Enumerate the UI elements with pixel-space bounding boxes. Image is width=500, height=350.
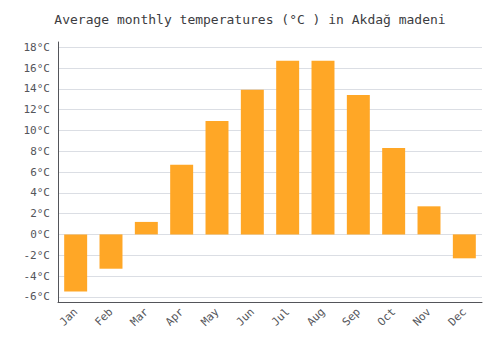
svg-text:-2°C: -2°C bbox=[24, 249, 51, 262]
svg-text:0°C: 0°C bbox=[30, 228, 50, 241]
svg-text:14°C: 14°C bbox=[24, 82, 51, 95]
svg-text:Feb: Feb bbox=[92, 305, 115, 328]
svg-text:6°C: 6°C bbox=[30, 166, 50, 179]
svg-text:10°C: 10°C bbox=[24, 124, 51, 137]
svg-text:Average monthly temperatures (: Average monthly temperatures (°C ) in Ak… bbox=[54, 12, 445, 27]
svg-text:-6°C: -6°C bbox=[24, 290, 51, 303]
svg-text:18°C: 18°C bbox=[24, 41, 51, 54]
svg-text:Aug: Aug bbox=[304, 305, 327, 328]
svg-text:May: May bbox=[198, 305, 221, 328]
svg-text:4°C: 4°C bbox=[30, 186, 50, 199]
svg-text:Apr: Apr bbox=[163, 305, 186, 328]
svg-text:Mar: Mar bbox=[128, 305, 151, 328]
svg-text:Sep: Sep bbox=[340, 305, 363, 328]
svg-text:Jun: Jun bbox=[234, 305, 257, 328]
svg-text:Oct: Oct bbox=[375, 305, 398, 328]
svg-text:Dec: Dec bbox=[446, 305, 469, 328]
svg-text:16°C: 16°C bbox=[24, 62, 51, 75]
svg-text:Nov: Nov bbox=[410, 305, 433, 328]
svg-text:Jan: Jan bbox=[57, 305, 80, 328]
svg-text:2°C: 2°C bbox=[30, 207, 50, 220]
svg-text:8°C: 8°C bbox=[30, 145, 50, 158]
svg-text:12°C: 12°C bbox=[24, 103, 51, 116]
svg-text:-4°C: -4°C bbox=[24, 270, 51, 283]
svg-text:Jul: Jul bbox=[269, 305, 292, 328]
